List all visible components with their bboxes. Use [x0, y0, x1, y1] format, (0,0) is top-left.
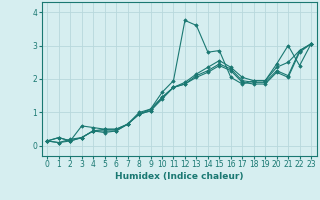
- X-axis label: Humidex (Indice chaleur): Humidex (Indice chaleur): [115, 172, 244, 181]
